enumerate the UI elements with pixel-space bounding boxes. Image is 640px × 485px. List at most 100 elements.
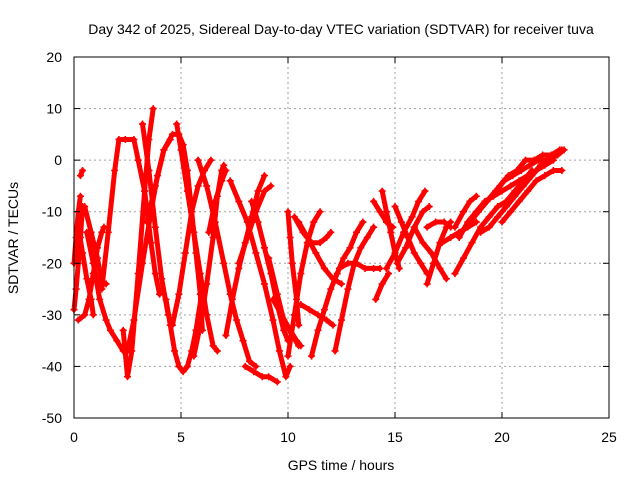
plot-frame (73, 56, 610, 419)
data-point-marker (149, 105, 157, 113)
data-point-marker (498, 218, 506, 226)
data-point-marker (175, 290, 183, 298)
data-series-arc-07 (83, 228, 127, 355)
data-point-marker (241, 362, 249, 370)
x-tick-label: 25 (601, 429, 617, 445)
data-arc (174, 121, 220, 354)
data-point-marker (297, 301, 305, 309)
data-point-marker (408, 213, 416, 221)
x-tick-label: 15 (387, 429, 403, 445)
data-arc (452, 168, 535, 277)
data-point-marker (151, 223, 159, 231)
data-point-marker (522, 156, 530, 164)
data-point-marker (147, 239, 155, 247)
data-point-marker (385, 270, 393, 278)
data-point-marker (335, 264, 343, 272)
data-point-marker (89, 311, 97, 319)
data-series-arc-34 (372, 270, 393, 303)
data-point-marker (151, 270, 159, 278)
data-series-arc-09 (119, 105, 157, 381)
data-point-marker (235, 259, 243, 267)
data-point-marker (196, 321, 204, 329)
y-tick-label: -40 (42, 358, 62, 374)
ticks-layer: 0 5 10 15 20 25 -50 -40 -30 -20 -10 0 10 20 (42, 49, 617, 445)
data-point-marker (515, 197, 523, 205)
data-point-marker (316, 208, 324, 216)
data-point-marker (507, 208, 515, 216)
data-point-marker (477, 228, 485, 236)
x-axis-label: GPS time / hours (288, 457, 395, 473)
data-series-arc-22 (241, 362, 281, 386)
data-point-marker (179, 368, 187, 376)
data-point-marker (485, 223, 493, 231)
data-point-marker (333, 270, 341, 278)
data-point-marker (329, 321, 337, 329)
data-point-marker (293, 337, 301, 345)
data-point-marker (168, 130, 176, 138)
data-point-marker (361, 264, 369, 272)
data-point-marker (382, 264, 390, 272)
data-point-marker (162, 295, 170, 303)
data-point-marker (297, 270, 305, 278)
data-point-marker (459, 254, 467, 262)
data-point-marker (267, 182, 275, 190)
data-point-marker (213, 347, 221, 355)
data-point-marker (269, 295, 277, 303)
data-point-marker (496, 182, 504, 190)
data-series-arc-36 (378, 187, 403, 272)
data-point-marker (455, 234, 463, 241)
data-point-marker (260, 280, 268, 288)
data-point-marker (427, 249, 435, 257)
data-point-marker (494, 213, 502, 221)
data-point-marker (297, 342, 305, 350)
data-point-marker (432, 218, 440, 226)
data-point-marker (258, 373, 266, 381)
data-point-marker (436, 264, 444, 272)
data-point-marker (207, 156, 215, 164)
x-tick-label: 10 (280, 429, 296, 445)
data-point-marker (466, 197, 474, 205)
data-point-marker (344, 259, 352, 267)
data-series-arc-03 (76, 166, 87, 180)
data-point-marker (79, 166, 87, 174)
data-point-marker (483, 197, 491, 205)
data-point-marker (143, 218, 151, 226)
data-point-marker (530, 156, 538, 164)
data-point-marker (203, 182, 211, 190)
data-point-marker (252, 249, 260, 257)
data-point-marker (85, 295, 93, 303)
data-point-marker (310, 218, 318, 226)
data-series-arc-42 (423, 218, 455, 231)
data-point-marker (265, 254, 273, 262)
data-series-arc-37 (382, 187, 429, 272)
data-point-marker (269, 316, 277, 324)
y-tick-label: 10 (46, 101, 62, 117)
data-point-marker (419, 239, 427, 247)
data-point-marker (222, 331, 230, 339)
data-point-marker (504, 172, 512, 180)
data-point-marker (539, 151, 547, 159)
data-point-marker (111, 166, 119, 174)
data-point-marker (211, 197, 219, 205)
data-point-marker (113, 337, 121, 345)
data-point-marker (485, 213, 493, 221)
data-point-marker (498, 187, 506, 195)
data-point-marker (171, 347, 179, 355)
data-point-marker (98, 228, 106, 236)
data-point-marker (346, 244, 354, 252)
data-point-marker (378, 187, 386, 195)
data-point-marker (376, 264, 384, 272)
data-point-marker (370, 264, 378, 272)
data-series-arc-50 (498, 166, 566, 226)
data-point-marker (387, 228, 395, 236)
data-point-marker (196, 270, 204, 278)
y-tick-label: 20 (46, 49, 62, 65)
data-point-marker (260, 187, 268, 195)
data-point-marker (305, 306, 313, 314)
data-point-marker (239, 337, 247, 345)
data-point-marker (220, 259, 228, 267)
data-point-marker (391, 203, 399, 211)
data-point-marker (472, 218, 480, 226)
data-point-marker (549, 166, 557, 174)
chart-title: Day 342 of 2025, Sidereal Day-to-day VTE… (88, 21, 594, 37)
